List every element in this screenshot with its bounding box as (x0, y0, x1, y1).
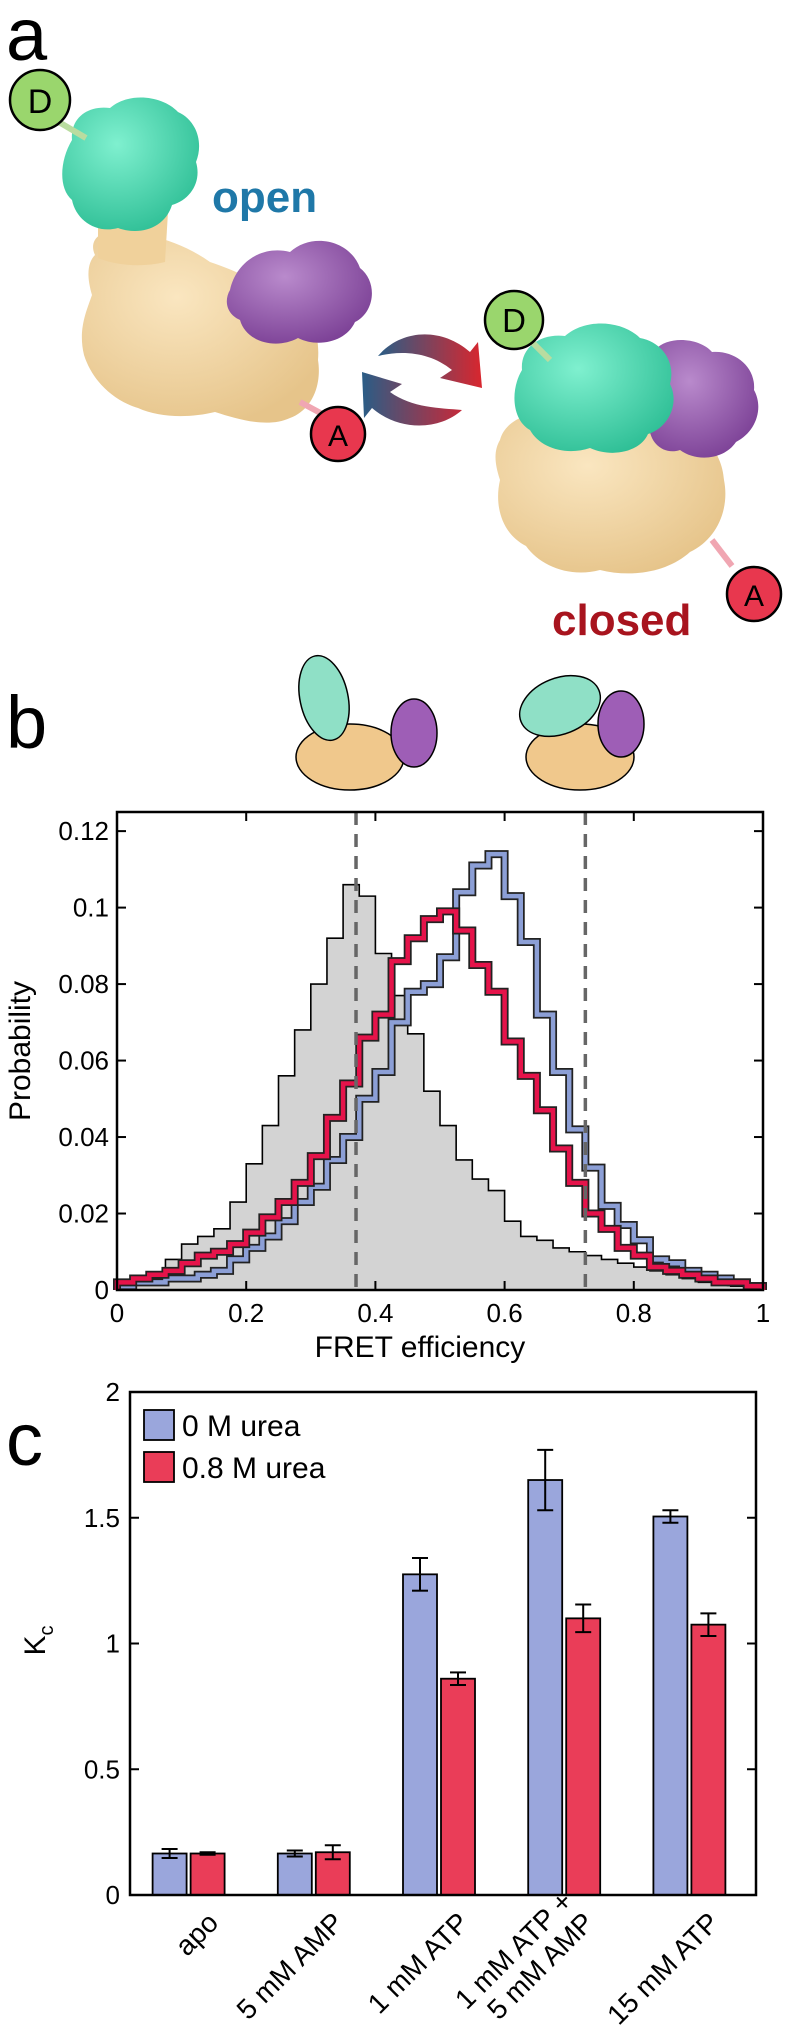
panel-c-letter: c (6, 1398, 43, 1481)
y-tick-label: 0.06 (58, 1046, 109, 1076)
panel-b: b 0 0.2 0.4 0.6 0.8 1 0 0.02 0.04 0.06 0.08 0.1 0.12… (4, 654, 770, 1364)
y-tick-label: 0.04 (58, 1122, 109, 1152)
y-tick-label: 0.1 (73, 893, 109, 923)
bar-0-1 (276, 1852, 313, 1896)
conformation-exchange-arrows (362, 334, 482, 426)
x-axis-label: FRET efficiency (315, 1331, 526, 1364)
open-purple-domain (226, 240, 372, 344)
y-axis-label-subscript: c (36, 1625, 58, 1635)
donor-tether-closed (527, 337, 553, 363)
x-tick-label: 0.6 (487, 1298, 523, 1328)
arrow-closed-to-open (362, 372, 462, 426)
acceptor-marker-open (309, 405, 367, 463)
x-tick-label: 0.2 (228, 1298, 264, 1328)
y-tick-label: 0.08 (58, 969, 109, 999)
cartoon-open-core (295, 723, 405, 791)
cartoon-closed-cyan (518, 674, 602, 738)
bar-0-0 (151, 1852, 188, 1896)
y-tick-label: 0.12 (58, 816, 109, 846)
bar-0-4 (652, 1515, 689, 1896)
cartoon-open (295, 654, 438, 791)
category-label-line: apo (169, 1907, 224, 1962)
category-label: apo (169, 1907, 224, 1962)
cartoon-open-purple (390, 698, 438, 768)
open-cyan-domain (62, 97, 200, 232)
series-gray-histogram (116, 883, 764, 1291)
bar-0-3 (527, 1479, 564, 1896)
bar-0-2 (402, 1573, 438, 1896)
category-label: 1 mM ATP +5 mM AMP (449, 1885, 600, 2036)
legend-swatch-1 (143, 1451, 175, 1483)
category-label: 15 mM ATP (601, 1907, 725, 2031)
panel-b-letter: b (6, 681, 47, 764)
legend-label-0: 0 M urea (182, 1410, 301, 1443)
y-tick-label: 0 (106, 1880, 120, 1910)
cartoon-open-cyan (298, 654, 350, 742)
series-red-histogram (114, 909, 766, 1290)
fret-histogram: 0 0.2 0.4 0.6 0.8 1 0 0.02 0.04 0.06 0.08 0.1 0.12 FR… (4, 810, 770, 1364)
y-tick-label: 1 (106, 1629, 120, 1659)
y-tick-label: 0 (95, 1275, 109, 1305)
open-label: open (212, 173, 317, 222)
category-label-line: 15 mM ATP (601, 1907, 725, 2031)
bar-1-3 (565, 1617, 602, 1896)
x-tick-label: 1 (756, 1298, 770, 1328)
series-blue-histogram (114, 851, 766, 1290)
plot-frame (115, 810, 765, 1292)
y-tick-label: 0.5 (84, 1754, 120, 1784)
bar-1-0 (189, 1852, 226, 1896)
closed-protein: closed D A (483, 289, 783, 645)
open-tan-core (81, 229, 319, 423)
x-tick-label: 0 (110, 1298, 124, 1328)
legend-label-1: 0.8 M urea (182, 1452, 326, 1485)
acceptor-tether-closed (709, 538, 735, 568)
bar-1-2 (440, 1677, 476, 1896)
x-tick-label: 0.8 (616, 1298, 652, 1328)
donor-marker-open (8, 68, 72, 132)
y-tick-label: 1.5 (84, 1503, 120, 1533)
acceptor-label-closed: A (744, 580, 764, 613)
closed-cyan-domain (514, 323, 674, 453)
donor-label-open: D (28, 83, 53, 121)
acceptor-marker-closed (725, 565, 783, 623)
y-tick-label: 0.02 (58, 1199, 109, 1229)
x-tick-label: 0.4 (357, 1298, 393, 1328)
acceptor-label-open: A (328, 420, 348, 453)
donor-label-closed: D (502, 302, 526, 339)
y-tick-label: 2 (106, 1377, 120, 1407)
legend-swatch-0 (143, 1409, 175, 1441)
category-label-line: 5 mM AMP (231, 1907, 350, 2026)
closed-label: closed (552, 596, 691, 645)
y-axis-label: Probability (4, 981, 37, 1121)
donor-marker-closed (483, 289, 545, 351)
closed-purple-domain (643, 340, 759, 458)
bar-1-4 (690, 1623, 727, 1896)
open-protein: open D A (8, 68, 372, 463)
y-axis-label: Kc (19, 1625, 58, 1655)
cartoon-closed-purple (597, 690, 645, 758)
arrow-open-to-closed (378, 334, 482, 388)
panel-a: a open D A closed D (6, 0, 783, 645)
cartoon-closed (518, 674, 645, 791)
panel-a-letter: a (6, 0, 48, 76)
category-label: 5 mM AMP (231, 1907, 350, 2026)
